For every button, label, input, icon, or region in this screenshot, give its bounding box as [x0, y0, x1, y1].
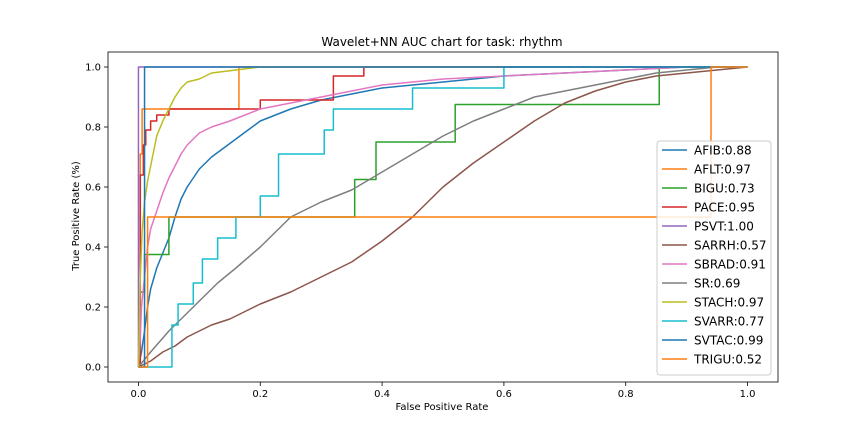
legend-label: STACH:0.97 [694, 296, 764, 310]
legend-label: SARRH:0.57 [694, 239, 767, 253]
legend-label: AFIB:0.88 [694, 144, 752, 158]
ticks: 0.0 0.2 0.4 0.6 0.8 1.0 0.0 0.2 0.4 0.6 0.8 1.0 [85, 63, 755, 401]
legend-label: SVARR:0.77 [694, 315, 764, 329]
y-tick-label: 1.0 [85, 63, 101, 74]
chart-title: Wavelet+NN AUC chart for task: rhythm [321, 35, 562, 49]
y-tick-label: 0.4 [85, 243, 101, 254]
y-tick-label: 0.6 [85, 183, 101, 194]
legend-label: PSVT:1.00 [694, 220, 754, 234]
axes-frame [107, 51, 779, 383]
x-tick-label: 0.6 [496, 389, 512, 400]
x-axis-label: False Positive Rate [396, 402, 489, 413]
series-line-11 [138, 66, 748, 368]
y-tick-label: 0.2 [85, 303, 101, 314]
x-tick-label: 0.0 [131, 389, 147, 400]
x-tick-label: 0.4 [374, 389, 390, 400]
y-tick-label: 0.8 [85, 123, 101, 134]
legend-label: TRIGU:0.52 [693, 353, 762, 367]
plot-lines [137, 66, 748, 368]
legend-box [656, 140, 772, 376]
legend: AFIB:0.88 AFLT:0.97 BIGU:0.73 PACE:0.95 PSVT… [656, 140, 772, 376]
y-axis-label: True Positive Rate (%) [71, 161, 82, 272]
legend-label: SBRAD:0.91 [694, 258, 766, 272]
series-line-7 [137, 66, 748, 368]
series-line-0 [137, 66, 748, 368]
legend-label: SVTAC:0.99 [694, 334, 763, 348]
y-tick-label: 0.0 [85, 363, 101, 374]
legend-label: SR:0.69 [694, 277, 740, 291]
plot-frame [107, 51, 779, 383]
legend-label: BIGU:0.73 [694, 182, 755, 196]
series-line-5 [138, 66, 748, 368]
x-tick-label: 0.8 [618, 389, 634, 400]
legend-label: AFLT:0.97 [694, 163, 751, 177]
series-line-3 [138, 66, 748, 368]
x-tick-label: 1.0 [740, 389, 756, 400]
x-tick-label: 0.2 [252, 389, 268, 400]
legend-label: PACE:0.95 [694, 201, 755, 215]
